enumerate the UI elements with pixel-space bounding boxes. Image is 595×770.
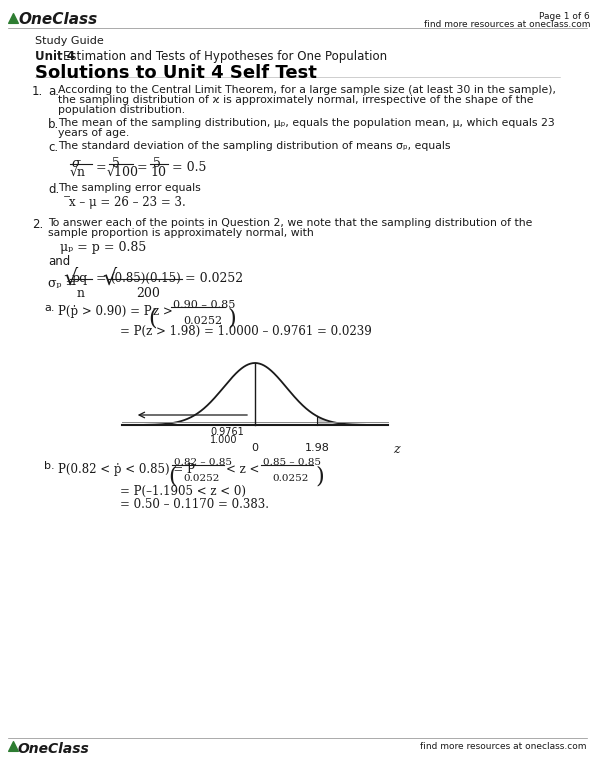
Text: n: n <box>77 287 85 300</box>
Text: Unit 4: Unit 4 <box>35 50 75 63</box>
Text: population distribution.: population distribution. <box>58 105 185 115</box>
Text: √100: √100 <box>107 166 139 179</box>
Text: the sampling distribution of ϰ is approximately normal, irrespective of the shap: the sampling distribution of ϰ is approx… <box>58 95 534 105</box>
Text: μₚ = p = 0.85: μₚ = p = 0.85 <box>60 241 146 254</box>
Text: 200: 200 <box>136 287 160 300</box>
Text: find more resources at oneclass.com: find more resources at oneclass.com <box>421 742 587 751</box>
Text: = 0.50 – 0.1170 = 0.383.: = 0.50 – 0.1170 = 0.383. <box>120 498 269 511</box>
Text: 0: 0 <box>252 443 258 453</box>
Text: σₚ =: σₚ = <box>48 277 76 290</box>
Text: 0.0252: 0.0252 <box>183 474 220 483</box>
Text: 5: 5 <box>112 157 120 170</box>
Text: Page 1 of 6: Page 1 of 6 <box>539 12 590 21</box>
Text: Solutions to Unit 4 Self Test: Solutions to Unit 4 Self Test <box>35 64 317 82</box>
Polygon shape <box>318 417 365 425</box>
Text: = P(–1.1905 < z < 0): = P(–1.1905 < z < 0) <box>120 485 246 498</box>
Text: sample proportion is approximately normal, with: sample proportion is approximately norma… <box>48 228 314 238</box>
Text: Estimation and Tests of Hypotheses for One Population: Estimation and Tests of Hypotheses for O… <box>63 50 387 63</box>
Text: < z <: < z < <box>226 463 259 476</box>
Text: d.: d. <box>48 183 60 196</box>
Text: OneClass: OneClass <box>18 12 97 27</box>
Text: c.: c. <box>48 141 58 154</box>
Text: a.: a. <box>44 303 55 313</box>
Text: 2.: 2. <box>32 218 43 231</box>
Text: The sampling error equals: The sampling error equals <box>58 183 201 193</box>
Text: (0.85)(0.15): (0.85)(0.15) <box>110 272 181 285</box>
Text: b.: b. <box>48 118 60 131</box>
Text: = P(z > 1.98) = 1.0000 – 0.9761 = 0.0239: = P(z > 1.98) = 1.0000 – 0.9761 = 0.0239 <box>120 325 372 338</box>
Text: b.: b. <box>44 461 55 471</box>
Text: 10: 10 <box>150 166 166 179</box>
Text: OneClass: OneClass <box>18 742 90 756</box>
Text: 5: 5 <box>153 157 161 170</box>
Text: The mean of the sampling distribution, μₚ, equals the population mean, μ, which : The mean of the sampling distribution, μ… <box>58 118 555 128</box>
Text: 1.: 1. <box>32 85 43 98</box>
Text: 1.000: 1.000 <box>210 435 237 445</box>
Text: and: and <box>48 255 70 268</box>
Text: 0.82 – 0.85: 0.82 – 0.85 <box>174 458 232 467</box>
Text: z >: z > <box>153 305 173 318</box>
Text: σ: σ <box>72 157 80 170</box>
Text: The standard deviation of the sampling distribution of means σₚ, equals: The standard deviation of the sampling d… <box>58 141 450 151</box>
Text: P(0.82 < ṗ < 0.85) = P: P(0.82 < ṗ < 0.85) = P <box>58 463 195 476</box>
Text: (: ( <box>168 465 177 487</box>
Text: = 0.0252: = 0.0252 <box>185 273 243 286</box>
Text: 0.90 – 0.85: 0.90 – 0.85 <box>173 300 236 310</box>
Text: Study Guide: Study Guide <box>35 36 104 46</box>
Text: According to the Central Limit Theorem, for a large sample size (at least 30 in : According to the Central Limit Theorem, … <box>58 85 556 95</box>
Text: years of age.: years of age. <box>58 128 129 138</box>
Text: pq: pq <box>72 272 88 285</box>
Text: ): ) <box>315 465 324 487</box>
Text: 0.9761: 0.9761 <box>210 427 244 437</box>
Text: =: = <box>96 161 107 174</box>
Text: P(ṗ > 0.90) = P: P(ṗ > 0.90) = P <box>58 305 152 318</box>
Text: z: z <box>393 443 400 456</box>
Text: 1.98: 1.98 <box>305 443 330 453</box>
Text: (: ( <box>148 307 156 329</box>
Text: find more resources at oneclass.com: find more resources at oneclass.com <box>424 20 590 29</box>
Text: a.: a. <box>48 85 59 98</box>
Text: To answer each of the points in Question 2, we note that the sampling distributi: To answer each of the points in Question… <box>48 218 533 228</box>
Text: √: √ <box>102 268 116 290</box>
Text: 0.0252: 0.0252 <box>183 316 222 326</box>
Text: 0.0252: 0.0252 <box>272 474 308 483</box>
Text: ): ) <box>227 307 236 329</box>
Text: =: = <box>96 273 107 286</box>
Text: √: √ <box>63 268 77 290</box>
Text: √n: √n <box>70 166 86 179</box>
Text: = 0.5: = 0.5 <box>172 161 206 174</box>
Text: 0.85 – 0.85: 0.85 – 0.85 <box>263 458 321 467</box>
Text: ̅x – μ = 26 – 23 = 3.: ̅x – μ = 26 – 23 = 3. <box>70 196 187 209</box>
Text: =: = <box>137 161 148 174</box>
